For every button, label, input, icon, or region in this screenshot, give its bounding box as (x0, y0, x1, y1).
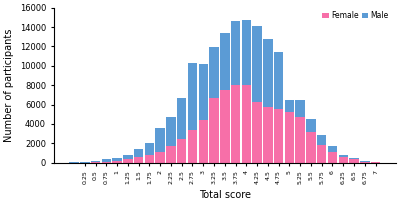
Bar (360, 162, 370, 163)
Bar (188, 130, 197, 163)
Bar (371, 162, 380, 163)
Bar (102, 162, 111, 163)
Bar (198, 64, 208, 120)
Bar (177, 98, 186, 139)
Bar (188, 63, 197, 130)
Bar (349, 159, 359, 163)
Bar (349, 158, 359, 159)
Bar (220, 90, 230, 163)
Bar (285, 100, 294, 112)
Bar (306, 119, 316, 132)
Bar (285, 112, 294, 163)
Bar (156, 128, 165, 152)
Bar (112, 161, 122, 163)
Bar (242, 20, 251, 85)
Bar (198, 120, 208, 163)
Bar (91, 162, 100, 163)
Bar (156, 152, 165, 163)
Bar (317, 145, 326, 163)
Bar (263, 39, 272, 106)
Bar (317, 135, 326, 145)
Bar (296, 117, 305, 163)
Bar (112, 158, 122, 161)
Bar (263, 106, 272, 163)
Bar (306, 132, 316, 163)
Bar (252, 26, 262, 102)
Bar (123, 154, 133, 159)
Bar (134, 157, 143, 163)
Bar (123, 159, 133, 163)
Bar (177, 139, 186, 163)
Bar (91, 161, 100, 162)
X-axis label: Total score: Total score (199, 190, 251, 200)
Bar (328, 146, 337, 152)
Bar (338, 155, 348, 157)
Bar (274, 110, 283, 163)
Bar (252, 102, 262, 163)
Bar (69, 162, 79, 163)
Bar (134, 149, 143, 157)
Legend: Female, Male: Female, Male (320, 8, 392, 23)
Bar (296, 100, 305, 117)
Bar (102, 159, 111, 162)
Bar (166, 146, 176, 163)
Bar (360, 161, 370, 162)
Bar (338, 157, 348, 163)
Bar (328, 152, 337, 163)
Bar (80, 162, 90, 163)
Bar (145, 143, 154, 155)
Bar (231, 85, 240, 163)
Bar (209, 98, 219, 163)
Bar (231, 21, 240, 85)
Y-axis label: Number of participants: Number of participants (4, 29, 14, 142)
Bar (242, 85, 251, 163)
Bar (274, 52, 283, 110)
Bar (166, 117, 176, 146)
Bar (145, 155, 154, 163)
Bar (220, 33, 230, 90)
Bar (209, 47, 219, 98)
